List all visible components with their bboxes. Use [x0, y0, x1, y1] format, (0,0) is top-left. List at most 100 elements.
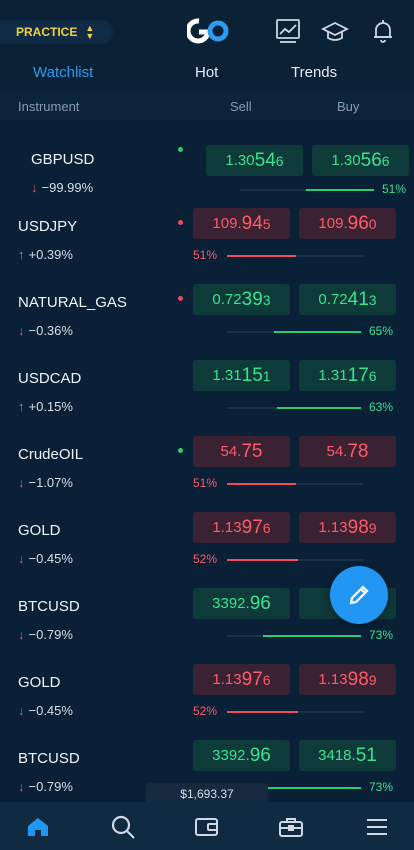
price-prefix: 0.72 — [212, 291, 242, 308]
tab-trends[interactable]: Trends — [291, 64, 338, 81]
instrument-row[interactable]: CrudeOIL ↓ −1.07% 54. 75 54. 78 51% — [0, 424, 414, 500]
change-percent: −0.45% — [28, 703, 73, 718]
sell-price-button[interactable]: 3392. 96 — [193, 588, 290, 619]
price-prefix: 1.13 — [212, 671, 242, 688]
pencil-icon — [349, 585, 369, 605]
instrument-name: NATURAL_GAS — [18, 294, 127, 311]
sentiment-bar-fill — [227, 559, 298, 561]
sentiment-bar — [240, 189, 374, 191]
sentiment-bar-fill — [263, 787, 361, 789]
sell-column-label: Sell — [230, 99, 252, 114]
change-indicator: ↓ −0.36% — [18, 323, 73, 338]
price-prefix: 3392. — [212, 747, 250, 764]
change-percent: −0.79% — [28, 779, 73, 794]
sell-price-button[interactable]: 0.72 39 3 — [193, 284, 290, 315]
tab-watchlist[interactable]: Watchlist — [33, 64, 94, 81]
instrument-row[interactable]: NATURAL_GAS ↓ −0.36% 0.72 39 3 0.72 41 3 65% — [0, 272, 414, 348]
price-pips: 96 — [249, 744, 271, 766]
price-prefix: 54. — [220, 443, 242, 460]
buy-price-button[interactable]: 54. 78 — [299, 436, 396, 467]
practice-mode-toggle[interactable]: PRACTICE ▲ ▼ — [0, 20, 113, 44]
instrument-column-label: Instrument — [18, 99, 80, 114]
price-fraction: 6 — [262, 671, 271, 688]
arrow-down-icon: ↓ — [18, 551, 25, 566]
menu-icon[interactable] — [364, 814, 390, 840]
sentiment-bar-fill — [274, 331, 361, 333]
tab-hot[interactable]: Hot — [195, 64, 219, 81]
instrument-row[interactable]: GBPUSD ↓ −99.99% 1.30 54 6 1.30 56 6 51% — [0, 120, 414, 196]
wallet-icon[interactable] — [194, 814, 220, 840]
tab-bar: Watchlist Hot Trends — [0, 56, 414, 92]
change-percent: −99.99% — [41, 180, 94, 195]
graduation-cap-icon[interactable] — [320, 16, 350, 46]
instrument-row[interactable]: USDJPY ↑ +0.39% 109. 94 5 109. 96 0 51% — [0, 196, 414, 272]
search-icon[interactable] — [110, 814, 136, 840]
sell-price-button[interactable]: 1.31 15 1 — [193, 360, 290, 391]
instrument-row[interactable]: GOLD ↓ −0.45% 1.13 97 6 1.13 98 9 52% — [0, 500, 414, 576]
sentiment-percent: 73% — [369, 628, 394, 642]
price-prefix: 109. — [212, 215, 242, 232]
change-percent: +0.39% — [28, 247, 73, 262]
buy-price-button[interactable]: 1.31 17 6 — [299, 360, 396, 391]
instrument-name: CrudeOIL — [18, 446, 84, 463]
change-indicator: ↓ −0.79% — [18, 627, 73, 642]
price-prefix: 1.13 — [318, 519, 348, 536]
price-pips: 96 — [347, 212, 369, 234]
buy-price-button[interactable]: 1.30 56 6 — [312, 145, 409, 176]
instrument-name: GBPUSD — [31, 151, 95, 168]
instrument-name: BTCUSD — [18, 598, 80, 615]
account-balance[interactable]: $1,693.37 — [146, 783, 268, 805]
price-fraction: 5 — [262, 215, 271, 232]
sentiment-percent: 51% — [193, 476, 218, 490]
sentiment-bar — [227, 407, 361, 409]
arrow-down-icon: ↓ — [18, 627, 25, 642]
sell-price-button[interactable]: 1.13 97 6 — [193, 512, 290, 543]
briefcase-icon[interactable] — [278, 814, 304, 840]
bell-icon[interactable] — [368, 16, 398, 46]
price-prefix: 0.72 — [318, 291, 348, 308]
buy-price-button[interactable]: 1.13 98 9 — [299, 512, 396, 543]
change-percent: −0.45% — [28, 551, 73, 566]
sentiment-bar — [227, 255, 363, 257]
arrow-up-icon: ↑ — [18, 399, 25, 414]
chart-icon[interactable] — [273, 16, 303, 46]
buy-price-button[interactable]: 1.13 98 9 — [299, 664, 396, 695]
sentiment-percent: 52% — [193, 704, 218, 718]
buy-price-button[interactable]: 0.72 41 3 — [299, 284, 396, 315]
price-prefix: 1.31 — [318, 367, 348, 384]
price-pips: 17 — [347, 364, 369, 386]
sell-price-button[interactable]: 3392. 96 — [193, 740, 290, 771]
market-status-dot — [178, 448, 183, 453]
arrow-down-icon: ↓ — [18, 475, 25, 490]
buy-column-label: Buy — [337, 99, 360, 114]
price-prefix: 54. — [326, 443, 348, 460]
edit-watchlist-button[interactable] — [330, 566, 388, 624]
instrument-row[interactable]: BTCUSD ↓ −0.79% 3392. 96 3418. 51 73% — [0, 728, 414, 804]
arrow-down-icon: ↓ — [18, 323, 25, 338]
price-fraction: 6 — [275, 152, 284, 169]
change-indicator: ↓ −0.79% — [18, 779, 73, 794]
price-fraction: 1 — [262, 367, 271, 384]
sentiment-bar-fill — [227, 483, 296, 485]
sentiment-bar-fill — [306, 189, 374, 191]
sentiment-percent: 73% — [369, 780, 394, 794]
price-pips: 97 — [241, 668, 263, 690]
instrument-row[interactable]: GOLD ↓ −0.45% 1.13 97 6 1.13 98 9 52% — [0, 652, 414, 728]
sentiment-percent: 65% — [369, 324, 394, 338]
buy-price-button[interactable]: 109. 96 0 — [299, 208, 396, 239]
arrow-up-icon: ↑ — [18, 247, 25, 262]
sell-price-button[interactable]: 54. 75 — [193, 436, 290, 467]
instrument-name: GOLD — [18, 522, 61, 539]
buy-price-button[interactable]: 3418. 51 — [299, 740, 396, 771]
go-logo — [185, 18, 229, 44]
sell-price-button[interactable]: 1.13 97 6 — [193, 664, 290, 695]
instrument-row[interactable]: USDCAD ↑ +0.15% 1.31 15 1 1.31 17 6 63% — [0, 348, 414, 424]
home-icon[interactable] — [25, 814, 51, 840]
arrow-down-icon: ↓ — [18, 779, 25, 794]
price-fraction: 6 — [381, 152, 390, 169]
change-indicator: ↑ +0.15% — [18, 399, 73, 414]
sell-price-button[interactable]: 109. 94 5 — [193, 208, 290, 239]
price-pips: 96 — [249, 592, 271, 614]
sell-price-button[interactable]: 1.30 54 6 — [206, 145, 303, 176]
change-percent: −0.79% — [28, 627, 73, 642]
